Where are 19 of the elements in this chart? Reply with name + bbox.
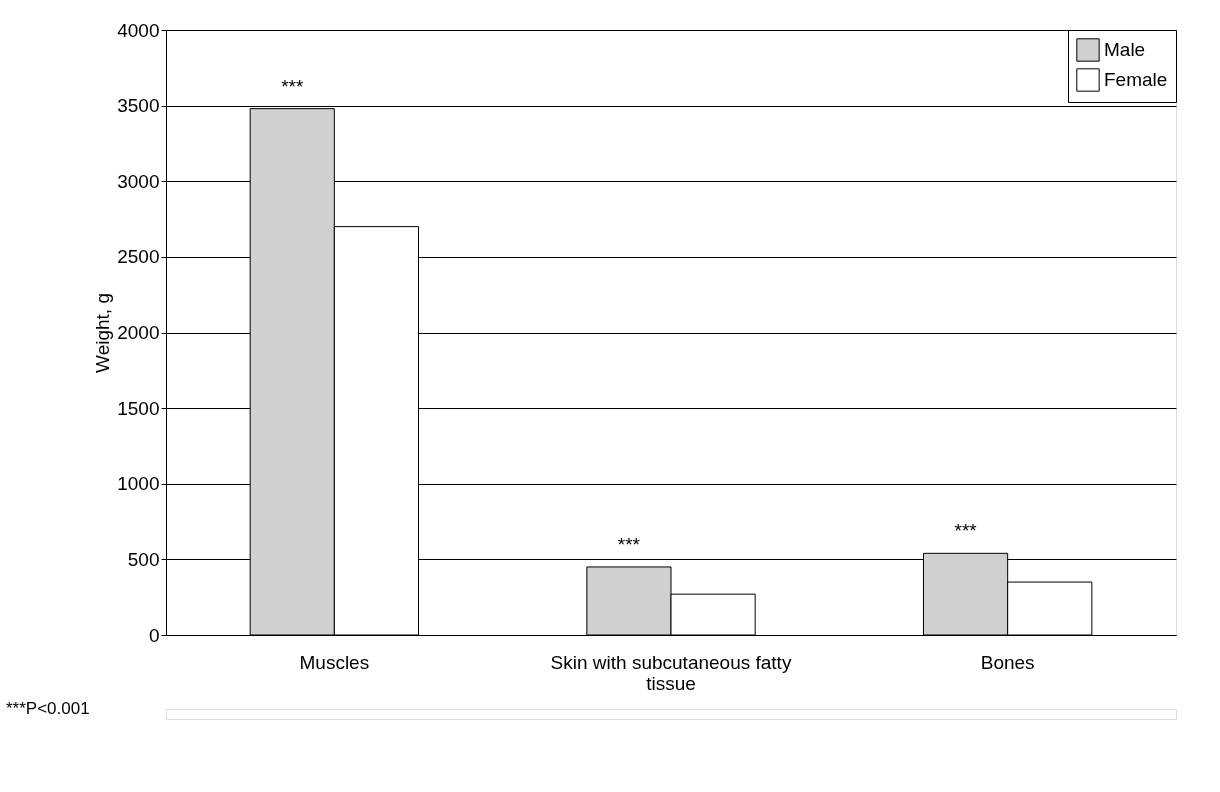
x-tick-label: Skin with subcutaneous fatty tissue [550,651,792,694]
text: ***P<0.001 [6,699,90,718]
annotation: *** [617,533,641,555]
y-tick-label: 3000 [117,170,160,192]
y-tick-label: 2500 [117,246,160,268]
y-tick-label: 1500 [117,397,160,419]
x-tick-label: Muscles [299,651,370,673]
y-tick-label: 1000 [117,473,160,495]
y-tick-label: 4000 [117,19,160,41]
legend-label: Female [1104,69,1168,90]
y-axis-title: Weight, g [92,293,114,373]
y-tick-label: 500 [127,548,160,570]
y-tick-label: 3500 [117,95,160,117]
annotation: *** [281,75,304,97]
annotation: *** [954,520,978,542]
x-tick-label: Bones [980,651,1035,673]
y-tick-label: 2000 [117,322,160,343]
legend-label: Male [1104,39,1146,60]
y-tick-label: 0 [148,624,160,646]
